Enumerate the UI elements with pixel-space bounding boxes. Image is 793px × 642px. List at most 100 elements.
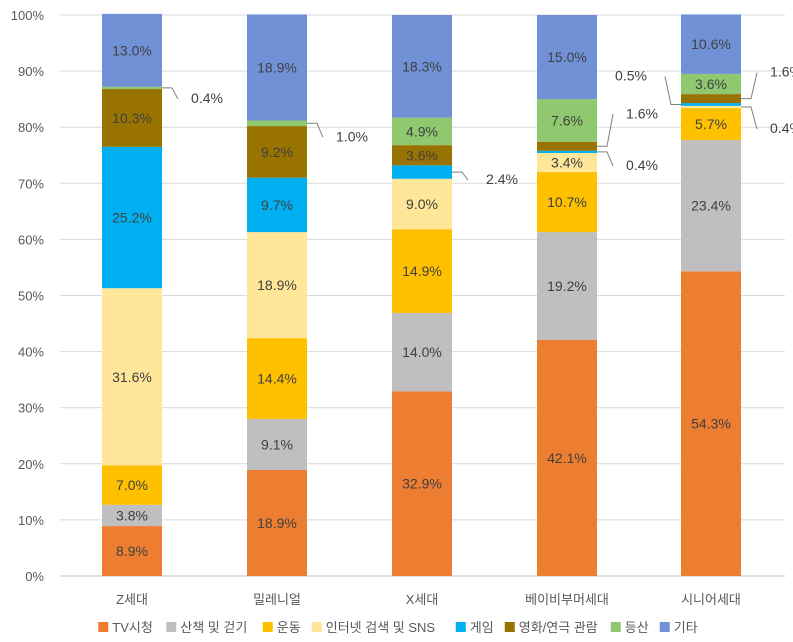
data-label: 42.1% [547,450,587,466]
bars [102,13,741,576]
data-label: 9.7% [261,197,293,213]
bar-segment [247,14,307,121]
bar-segment [247,126,307,178]
data-label: 2.4% [486,171,518,187]
data-label: 14.9% [402,263,442,279]
bar-segment [537,15,597,100]
data-label: 5.7% [695,116,727,132]
data-label: 10.6% [691,36,731,52]
data-label: 7.0% [116,477,148,493]
bar-segment [537,99,597,142]
y-tick-label: 30% [18,401,44,416]
data-label: 1.6% [770,64,793,80]
data-label: 0.5% [615,67,647,83]
bar-segment [247,338,307,419]
data-label: 18.9% [257,277,297,293]
legend-label: 운동 [277,620,301,635]
data-labels: 8.9% 3.8% 7.0% 31.6% 25.2% 10.3% 0.4% 13.0% 18.9… [112,36,793,559]
bar-segment [537,150,597,154]
bar-segment [102,288,162,466]
bar-segment [537,172,597,233]
data-label: 3.4% [551,155,583,171]
data-label: 4.9% [406,123,438,139]
legend-swatch [262,622,273,632]
legend-label: 산책 및 걷기 [180,620,247,635]
legend-label: TV시청 [112,620,153,635]
x-category-label: 밀레니얼 [253,592,301,607]
legend-swatch [311,622,322,632]
legend-swatch [455,622,466,632]
data-label: 13.0% [112,42,152,58]
data-label: 1.6% [626,105,658,121]
bar-segment [392,117,452,146]
data-label: 10.7% [547,194,587,210]
bar-segment [392,391,452,576]
y-tick-label: 20% [18,457,44,472]
legend-swatch [504,622,515,632]
legend-swatch [166,622,177,632]
y-tick-label: 60% [18,232,44,247]
bar-segment [392,178,452,230]
data-label: 7.6% [551,112,583,128]
bar-segment [102,86,162,90]
bar-segment [392,165,452,179]
bar-segment [392,229,452,313]
data-label: 19.2% [547,278,587,294]
bar-segment [681,94,741,104]
x-category-label: X세대 [406,592,439,607]
data-label: 14.0% [402,344,442,360]
data-label: 10.3% [112,110,152,126]
data-label: 23.4% [691,198,731,214]
bar-segment [247,232,307,339]
leader-line [452,171,469,181]
x-category-label: 시니어세대 [681,592,741,607]
bar-segment [392,312,452,392]
leader-line [597,151,614,167]
leader-line [307,122,324,138]
bar-segment [681,73,741,95]
bar-segment [392,15,452,118]
legend-label: 인터넷 검색 및 SNS [326,620,436,635]
bar-segment [537,232,597,340]
data-label: 18.3% [402,58,442,74]
leader-line [162,87,179,100]
y-tick-label: 80% [18,120,44,135]
data-label: 3.8% [116,507,148,523]
x-category-label: Z세대 [116,592,148,607]
y-tick-label: 0% [25,569,44,584]
legend-swatch [610,622,621,632]
leader-line [664,76,681,105]
bar-segment [102,89,162,147]
data-label: 3.6% [406,147,438,163]
data-label: 18.9% [257,59,297,75]
bar-segment [537,141,597,151]
data-label: 9.0% [406,196,438,212]
y-tick-label: 70% [18,176,44,191]
y-tick-label: 100% [11,8,45,23]
legend-swatch [659,622,670,632]
data-label: 0.4% [191,90,223,106]
bar-segment [102,526,162,576]
legend-label: 영화/연극 관람 [519,620,598,635]
x-category-label: 베이비부머세대 [525,592,609,607]
y-tick-label: 10% [18,513,44,528]
data-label: 1.0% [336,128,368,144]
data-label: 3.6% [695,76,727,92]
data-label: 9.2% [261,144,293,160]
data-label: 8.9% [116,543,148,559]
legend: TV시청 산책 및 걷기 운동 인터넷 검색 및 SNS 게임 영화/연극 관람 등산 기타 [98,620,698,635]
data-label: 25.2% [112,210,152,226]
data-label: 0.4% [770,120,793,136]
bar-segment [537,339,597,576]
legend-label: 기타 [674,620,698,635]
data-label: 9.1% [261,436,293,452]
data-label: 54.3% [691,416,731,432]
data-label: 14.4% [257,371,297,387]
leader-line [741,106,758,130]
leader-line [741,72,758,100]
data-label: 31.6% [112,369,152,385]
legend-label: 등산 [625,620,649,635]
bar-segment [681,105,741,109]
data-label: 0.4% [626,157,658,173]
